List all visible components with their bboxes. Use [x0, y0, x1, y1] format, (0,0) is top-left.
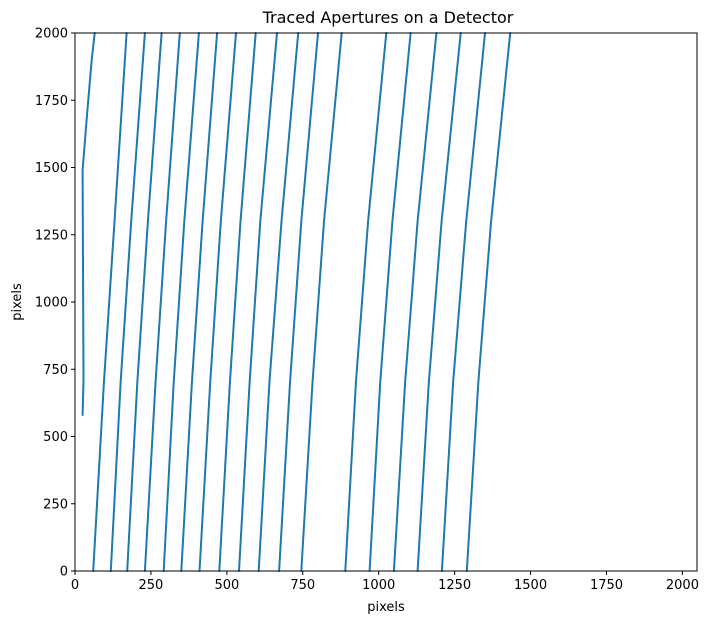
- y-tick-label: 500: [43, 430, 68, 445]
- y-axis: 0 250 500 750 1000 1250 1500 1750 2000: [35, 27, 75, 580]
- aperture-trace-15: [368, 32, 412, 572]
- aperture-trace-17: [416, 32, 462, 572]
- aperture-trace-12: [278, 32, 319, 572]
- plot-area: [81, 32, 512, 572]
- y-tick-label: 1000: [35, 296, 68, 311]
- y-tick-label: 750: [43, 363, 68, 378]
- x-tick-label: 1500: [514, 578, 547, 593]
- y-axis-label: pixels: [10, 283, 25, 321]
- aperture-trace-7: [180, 32, 219, 572]
- aperture-trace-8: [198, 32, 237, 572]
- chart-title: Traced Apertures on a Detector: [262, 8, 514, 27]
- aperture-trace-11: [257, 32, 300, 572]
- x-tick-label: 1250: [438, 578, 471, 593]
- x-tick-label: 500: [214, 578, 239, 593]
- aperture-trace-16: [392, 32, 438, 572]
- aperture-trace-4: [126, 32, 163, 572]
- aperture-trace-9: [218, 32, 257, 572]
- aperture-trace-6: [162, 32, 200, 572]
- y-tick-label: 2000: [35, 27, 68, 42]
- x-tick-label: 0: [71, 578, 79, 593]
- aperture-trace-1: [81, 32, 96, 416]
- x-tick-label: 1750: [590, 578, 623, 593]
- y-tick-label: 1750: [35, 94, 68, 109]
- aperture-trace-13: [300, 32, 343, 572]
- aperture-trace-19: [465, 32, 512, 572]
- aperture-trace-3: [109, 32, 146, 572]
- y-tick-label: 1500: [35, 161, 68, 176]
- x-tick-label: 1000: [362, 578, 395, 593]
- x-tick-label: 750: [290, 578, 315, 593]
- y-tick-label: 250: [43, 497, 68, 512]
- x-axis: 0 250 500 750 1000 1250 1500 1750 2000: [71, 571, 699, 593]
- x-tick-label: 2000: [666, 578, 699, 593]
- aperture-trace-2: [92, 32, 128, 572]
- aperture-trace-5: [143, 32, 181, 572]
- x-tick-label: 250: [139, 578, 164, 593]
- aperture-trace-10: [238, 32, 278, 572]
- y-tick-label: 1250: [35, 228, 68, 243]
- y-tick-label: 0: [60, 565, 68, 580]
- aperture-trace-14: [344, 32, 388, 572]
- x-axis-label: pixels: [367, 600, 405, 615]
- aperture-trace-18: [440, 32, 486, 572]
